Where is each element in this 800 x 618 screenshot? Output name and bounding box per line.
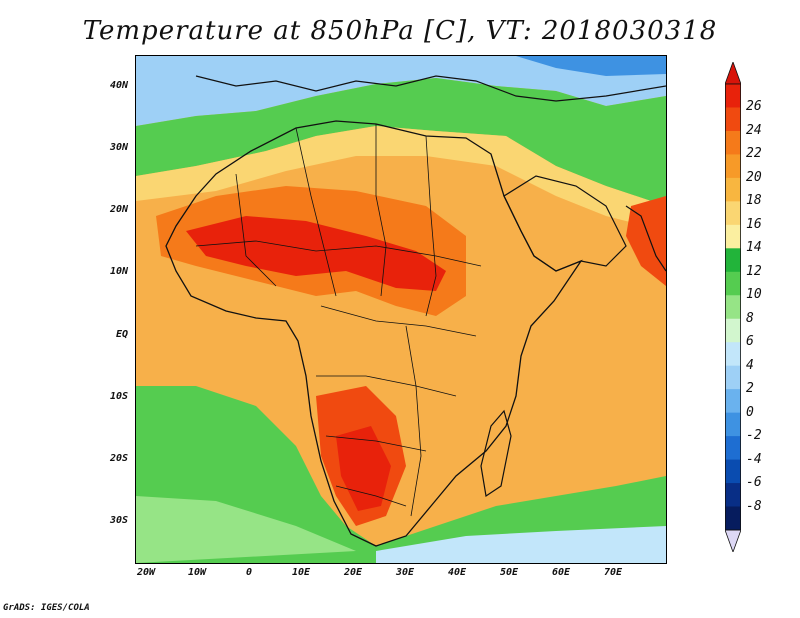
colorbar-swatch (725, 342, 741, 367)
colorbar-high-arrow (725, 62, 741, 85)
colorbar-swatch (725, 459, 741, 484)
colorbar-swatch (725, 295, 741, 320)
green-north-region (136, 78, 666, 206)
lon-label-50e: 50E (499, 567, 519, 578)
colorbar-low-arrow (725, 529, 741, 552)
lon-label-60e: 60E (551, 567, 571, 578)
temperature-map (135, 55, 667, 564)
map-title: Temperature at 850hPa [C], VT: 201803031… (82, 16, 718, 46)
colorbar-swatch (725, 130, 741, 155)
credit-text: GrADS: IGES/COLA (3, 603, 90, 613)
lon-label-20w: 20W (136, 567, 156, 578)
colorbar (725, 62, 741, 552)
colorbar-swatch (725, 271, 741, 296)
colorbar-swatch (725, 154, 741, 179)
colorbar-swatch (725, 177, 741, 202)
colorbar-label: -8 (746, 498, 762, 514)
lat-label-eq: EQ (115, 329, 128, 340)
map-canvas (136, 56, 666, 563)
colorbar-swatch (725, 318, 741, 343)
lat-label-30n: 30N (109, 142, 128, 153)
colorbar-swatch (725, 506, 741, 531)
cold-north-region (136, 56, 666, 126)
colorbar-swatch (725, 365, 741, 390)
cool-south-region (136, 496, 356, 563)
colorbar-label: 10 (746, 287, 762, 303)
colorbar-swatch (725, 436, 741, 461)
colorbar-swatch (725, 201, 741, 226)
colorbar-label: -2 (746, 428, 762, 444)
europe-coastline (195, 75, 666, 102)
lon-label-40e: 40E (447, 567, 467, 578)
lon-label-20e: 20E (343, 567, 363, 578)
madagascar-coastline (480, 409, 512, 498)
colorbar-swatch (725, 107, 741, 132)
colorbar-border (725, 83, 741, 531)
colorbar-label: 22 (746, 146, 762, 162)
colorbar-swatch (725, 412, 741, 437)
colorbar-label: -6 (746, 475, 762, 491)
lat-label-30s: 30S (109, 515, 128, 526)
colorbar-label: 14 (746, 240, 762, 256)
africa-coastline (165, 120, 583, 547)
lon-label-30e: 30E (395, 567, 415, 578)
colorbar-label: 0 (746, 404, 754, 420)
colorbar-label: 8 (746, 310, 754, 326)
colorbar-label: 2 (746, 381, 754, 397)
lon-label-0: 0 (245, 567, 253, 578)
lon-label-10w: 10W (187, 567, 207, 578)
cold-south-region (376, 526, 666, 563)
india-coastline (625, 205, 666, 272)
colorbar-label: 16 (746, 216, 762, 232)
country-borders (195, 124, 482, 517)
warm-band-north (136, 126, 666, 231)
lat-label-10n: 10N (109, 266, 128, 277)
lat-label-20n: 20N (109, 204, 128, 215)
colorbar-label: 20 (746, 169, 762, 185)
colorbar-swatch (725, 389, 741, 414)
colorbar-swatch (725, 84, 741, 108)
colorbar-label: -4 (746, 451, 762, 467)
colorbar-label: 6 (746, 334, 754, 350)
hottest-sahel-core (186, 216, 446, 291)
colorbar-label: 18 (746, 193, 762, 209)
india-hot-region (626, 196, 666, 286)
arabia-coastline (503, 175, 627, 272)
very-cold-region (516, 56, 666, 76)
colorbar-label: 4 (746, 357, 754, 373)
colorbar-label: 24 (746, 122, 762, 138)
lon-label-70e: 70E (603, 567, 623, 578)
lat-label-40n: 40N (109, 80, 128, 91)
colorbar-label: 12 (746, 263, 762, 279)
lat-label-20s: 20S (109, 453, 128, 464)
colorbar-swatch (725, 248, 741, 273)
lon-label-10e: 10E (291, 567, 311, 578)
lat-label-10s: 10S (109, 391, 128, 402)
colorbar-swatch (725, 483, 741, 508)
colorbar-label: 26 (746, 99, 762, 115)
colorbar-swatch (725, 224, 741, 249)
